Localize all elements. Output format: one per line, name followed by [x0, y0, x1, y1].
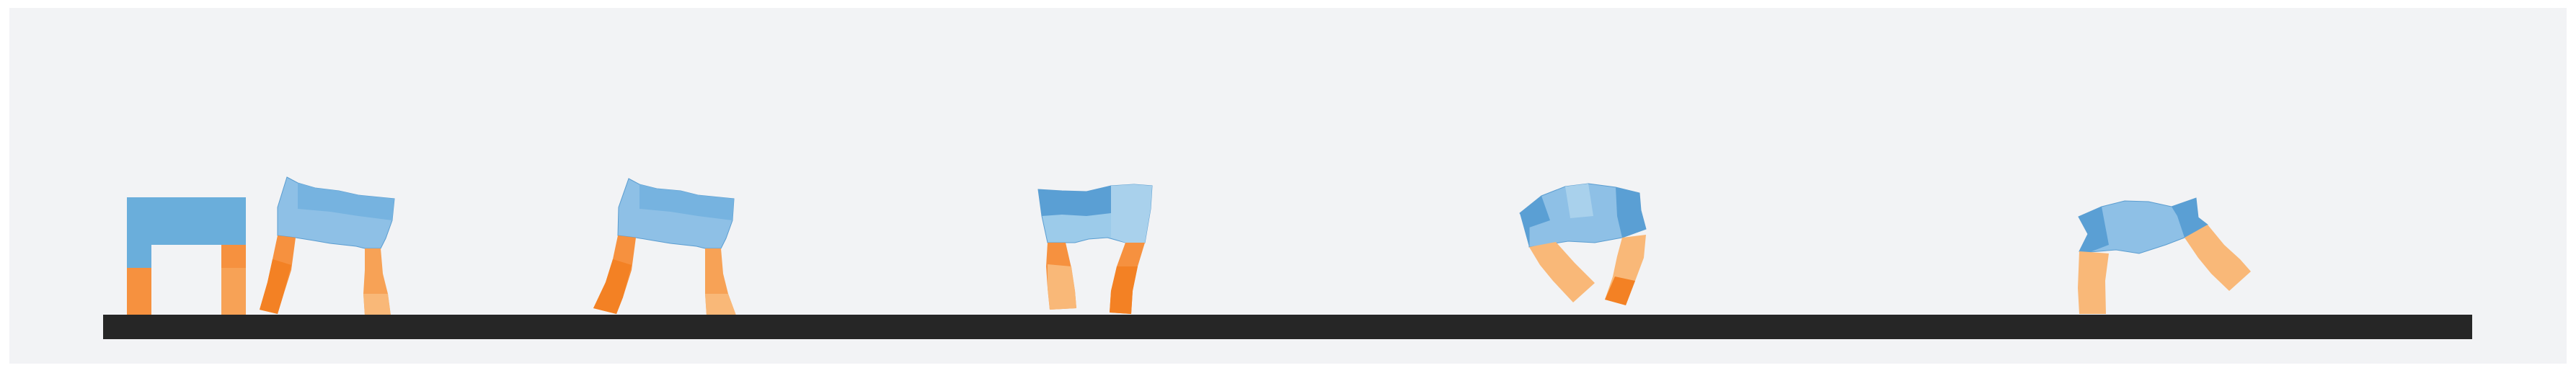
walker-left-leg: [2078, 251, 2109, 314]
walker-left-leg: [1529, 242, 1595, 302]
walker-body-shade-right: [2172, 198, 2208, 238]
walker-body-shade: [2079, 207, 2109, 252]
simulation-panel: [9, 8, 2567, 364]
walker-right-foot-shade: [705, 294, 736, 315]
walker-right-leg-upper: [221, 245, 246, 268]
walker-body-shade: [1038, 186, 1111, 216]
walker-left-foot-shade: [260, 259, 291, 314]
ground-floor: [103, 315, 2472, 339]
walker-left-foot-shade: [1048, 264, 1076, 310]
walker-body: [127, 197, 246, 245]
walker-frame-4: [1037, 184, 1153, 314]
walker-right-foot-shade: [363, 294, 391, 315]
walker-right-leg-lower: [221, 268, 246, 315]
walker-left-leg-upper: [127, 245, 151, 268]
walker-right-foot-shade: [1605, 277, 1635, 305]
walker-frame-3: [593, 178, 736, 315]
walker-body-shade: [1520, 196, 1550, 247]
walker-frame-1: [127, 197, 246, 315]
walker-body-highlight: [1565, 184, 1593, 218]
walker-right-leg: [2185, 225, 2251, 291]
walker-frame-6: [2078, 197, 2251, 314]
walker-frame-2: [260, 176, 395, 315]
walker-body-shade: [298, 183, 394, 220]
walker-body-shade: [639, 184, 734, 220]
walker-left-leg-lower: [127, 268, 151, 315]
walker-body-shade-right: [1616, 187, 1646, 238]
walker-frame-5: [1519, 183, 1647, 305]
walker-left-foot-shade: [593, 259, 632, 314]
walker-body-highlight: [1111, 184, 1152, 243]
walker-right-foot-shade: [1110, 266, 1138, 314]
